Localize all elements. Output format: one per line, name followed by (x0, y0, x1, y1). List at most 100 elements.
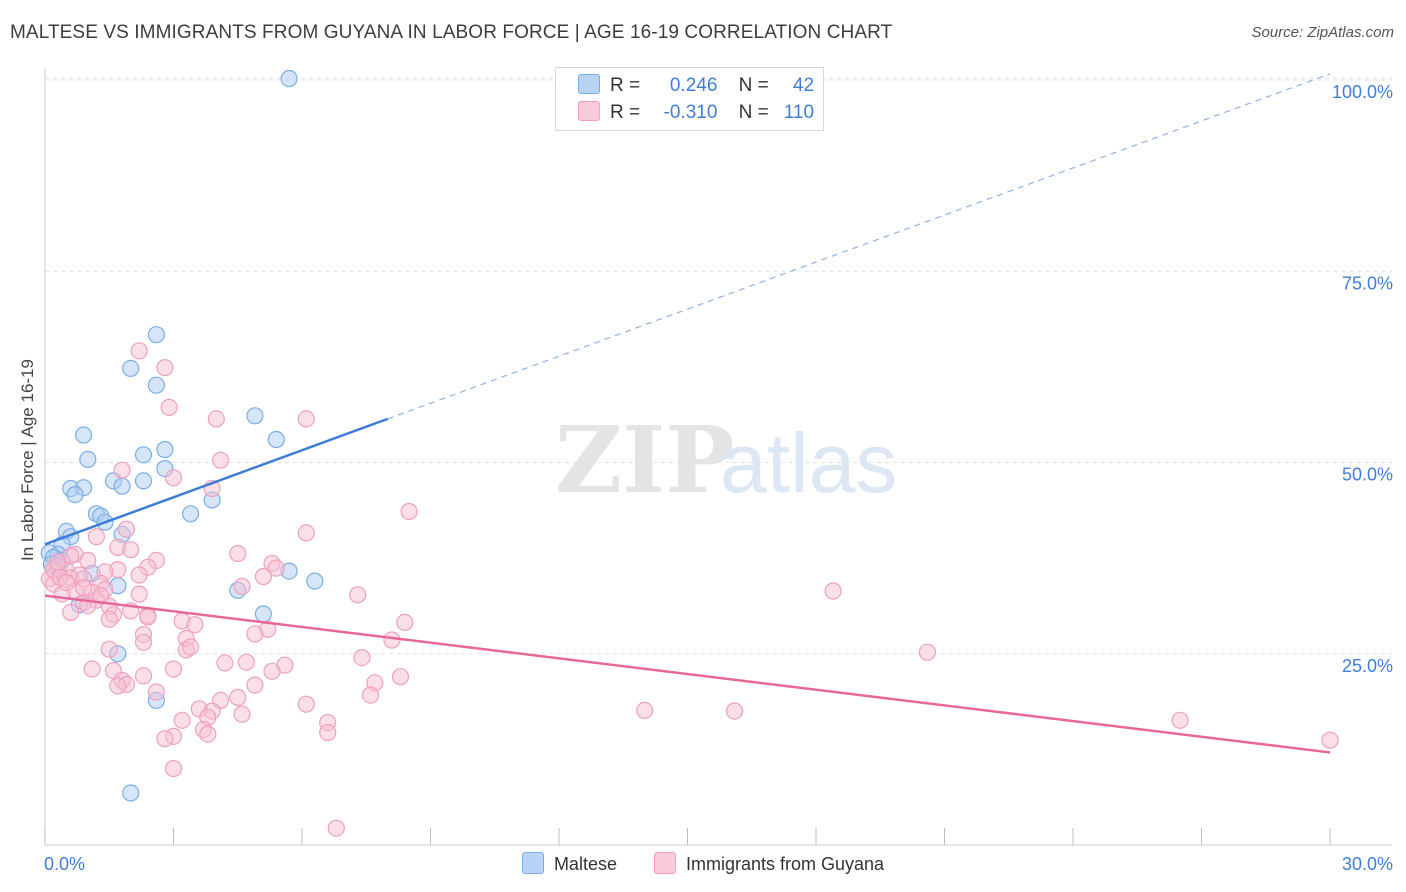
maltese-point (147, 326, 165, 344)
correlation-legend: R = 0.246 N = 42 R = -0.310 N = 110 (555, 67, 824, 131)
guyana-point (160, 398, 178, 416)
guyana-point (130, 342, 148, 360)
maltese-point (280, 69, 298, 88)
guyana-point (267, 559, 285, 577)
maltese-trend-extension (387, 73, 1331, 420)
legend-label-maltese: Maltese (553, 854, 617, 874)
guyana-point (319, 723, 337, 742)
maltese-trend-line (44, 417, 389, 546)
x-tick-label: 0.0% (44, 854, 85, 874)
guyana-point (113, 461, 131, 479)
guyana-point (130, 585, 148, 603)
maltese-point (134, 472, 153, 490)
guyana-point (182, 638, 200, 656)
guyana-point (87, 528, 106, 546)
guyana-point (246, 625, 264, 643)
legend-swatch-guyana (653, 852, 676, 874)
guyana-point (824, 582, 842, 600)
guyana-point (1171, 711, 1189, 729)
legend-n-label: N = (738, 102, 769, 123)
guyana-point (109, 677, 127, 695)
maltese-point (113, 477, 131, 495)
gridlines (45, 77, 1392, 655)
chart-title: MALTESE VS IMMIGRANTS FROM GUYANA IN LAB… (10, 22, 893, 43)
guyana-point (74, 579, 93, 597)
legend-n-value: 110 (783, 102, 815, 123)
legend-r-value: 0.246 (669, 75, 718, 96)
maltese-point (122, 784, 140, 802)
maltese-point (66, 486, 84, 504)
guyana-point (207, 410, 225, 428)
legend-r-label: R = (610, 102, 641, 123)
legend-swatch-maltese (521, 852, 544, 874)
maltese-point (182, 505, 200, 523)
guyana-point (246, 676, 264, 694)
legend-swatch-maltese (578, 74, 600, 94)
y-tick-label: 50.0% (1342, 465, 1393, 485)
guyana-point (49, 553, 67, 571)
guyana-point (186, 616, 204, 634)
guyana-point (233, 705, 251, 723)
legend-row-guyana: R = -0.310 N = 110 (578, 101, 814, 124)
guyana-point (297, 410, 315, 428)
guyana-point (199, 725, 217, 743)
guyana-point (327, 819, 345, 837)
guyana-point (156, 359, 174, 377)
guyana-point (100, 610, 118, 628)
maltese-point (246, 407, 264, 425)
legend-swatch-guyana (578, 101, 600, 121)
y-tick-label: 100.0% (1332, 82, 1393, 102)
legend-r-label: R = (610, 75, 641, 96)
series-legend: Maltese Immigrants from Guyana (0, 852, 1406, 875)
guyana-point (297, 695, 315, 713)
y-axis-label: In Labor Force | Age 16-19 (18, 359, 37, 561)
maltese-point (267, 430, 285, 449)
guyana-point (400, 502, 418, 521)
watermark-atlas: atlas (720, 416, 897, 510)
maltese-point (74, 426, 93, 444)
maltese-point (122, 359, 140, 377)
guyana-point (396, 613, 414, 632)
guyana-point (117, 520, 136, 538)
guyana-point (391, 668, 410, 686)
guyana-point (57, 573, 76, 592)
axes (44, 68, 1392, 846)
guyana-point (349, 586, 367, 604)
guyana-point (918, 643, 937, 661)
guyana-point (79, 551, 97, 570)
guyana-point (83, 660, 101, 678)
legend-label-guyana: Immigrants from Guyana (685, 854, 885, 874)
maltese-point (306, 572, 324, 590)
y-tick-label: 25.0% (1342, 656, 1393, 676)
guyana-point (139, 608, 157, 626)
guyana-point (62, 603, 80, 622)
maltese-point (147, 376, 165, 394)
guyana-point (353, 648, 371, 667)
guyana-point (130, 566, 148, 584)
guyana-point (164, 759, 183, 778)
x-tick-label: 30.0% (1342, 854, 1393, 874)
guyana-point (297, 524, 315, 542)
guyana-point (233, 577, 251, 596)
guyana-point (164, 660, 183, 678)
legend-r-value: -0.310 (663, 102, 718, 123)
guyana-point (1321, 731, 1339, 749)
source-credit: Source: ZipAtlas.com (1251, 24, 1394, 41)
legend-item-maltese[interactable]: Maltese (521, 852, 617, 875)
trend-lines (44, 73, 1331, 754)
legend-row-maltese: R = 0.246 N = 42 (578, 74, 814, 97)
legend-item-guyana[interactable]: Immigrants from Guyana (653, 852, 885, 875)
guyana-point (147, 683, 165, 701)
guyana-point (229, 544, 247, 563)
guyana-point (100, 640, 118, 658)
tick-labels: 25.0% 50.0% 75.0% 100.0% 0.0% 30.0% (44, 82, 1393, 874)
legend-n-value: 42 (792, 75, 815, 96)
legend-n-label: N = (738, 75, 769, 96)
guyana-point (134, 633, 153, 651)
guyana-point (361, 686, 380, 704)
guyana-point (263, 662, 281, 680)
guyana-point (212, 451, 230, 469)
guyana-point (173, 711, 191, 729)
guyana-point (636, 701, 654, 720)
